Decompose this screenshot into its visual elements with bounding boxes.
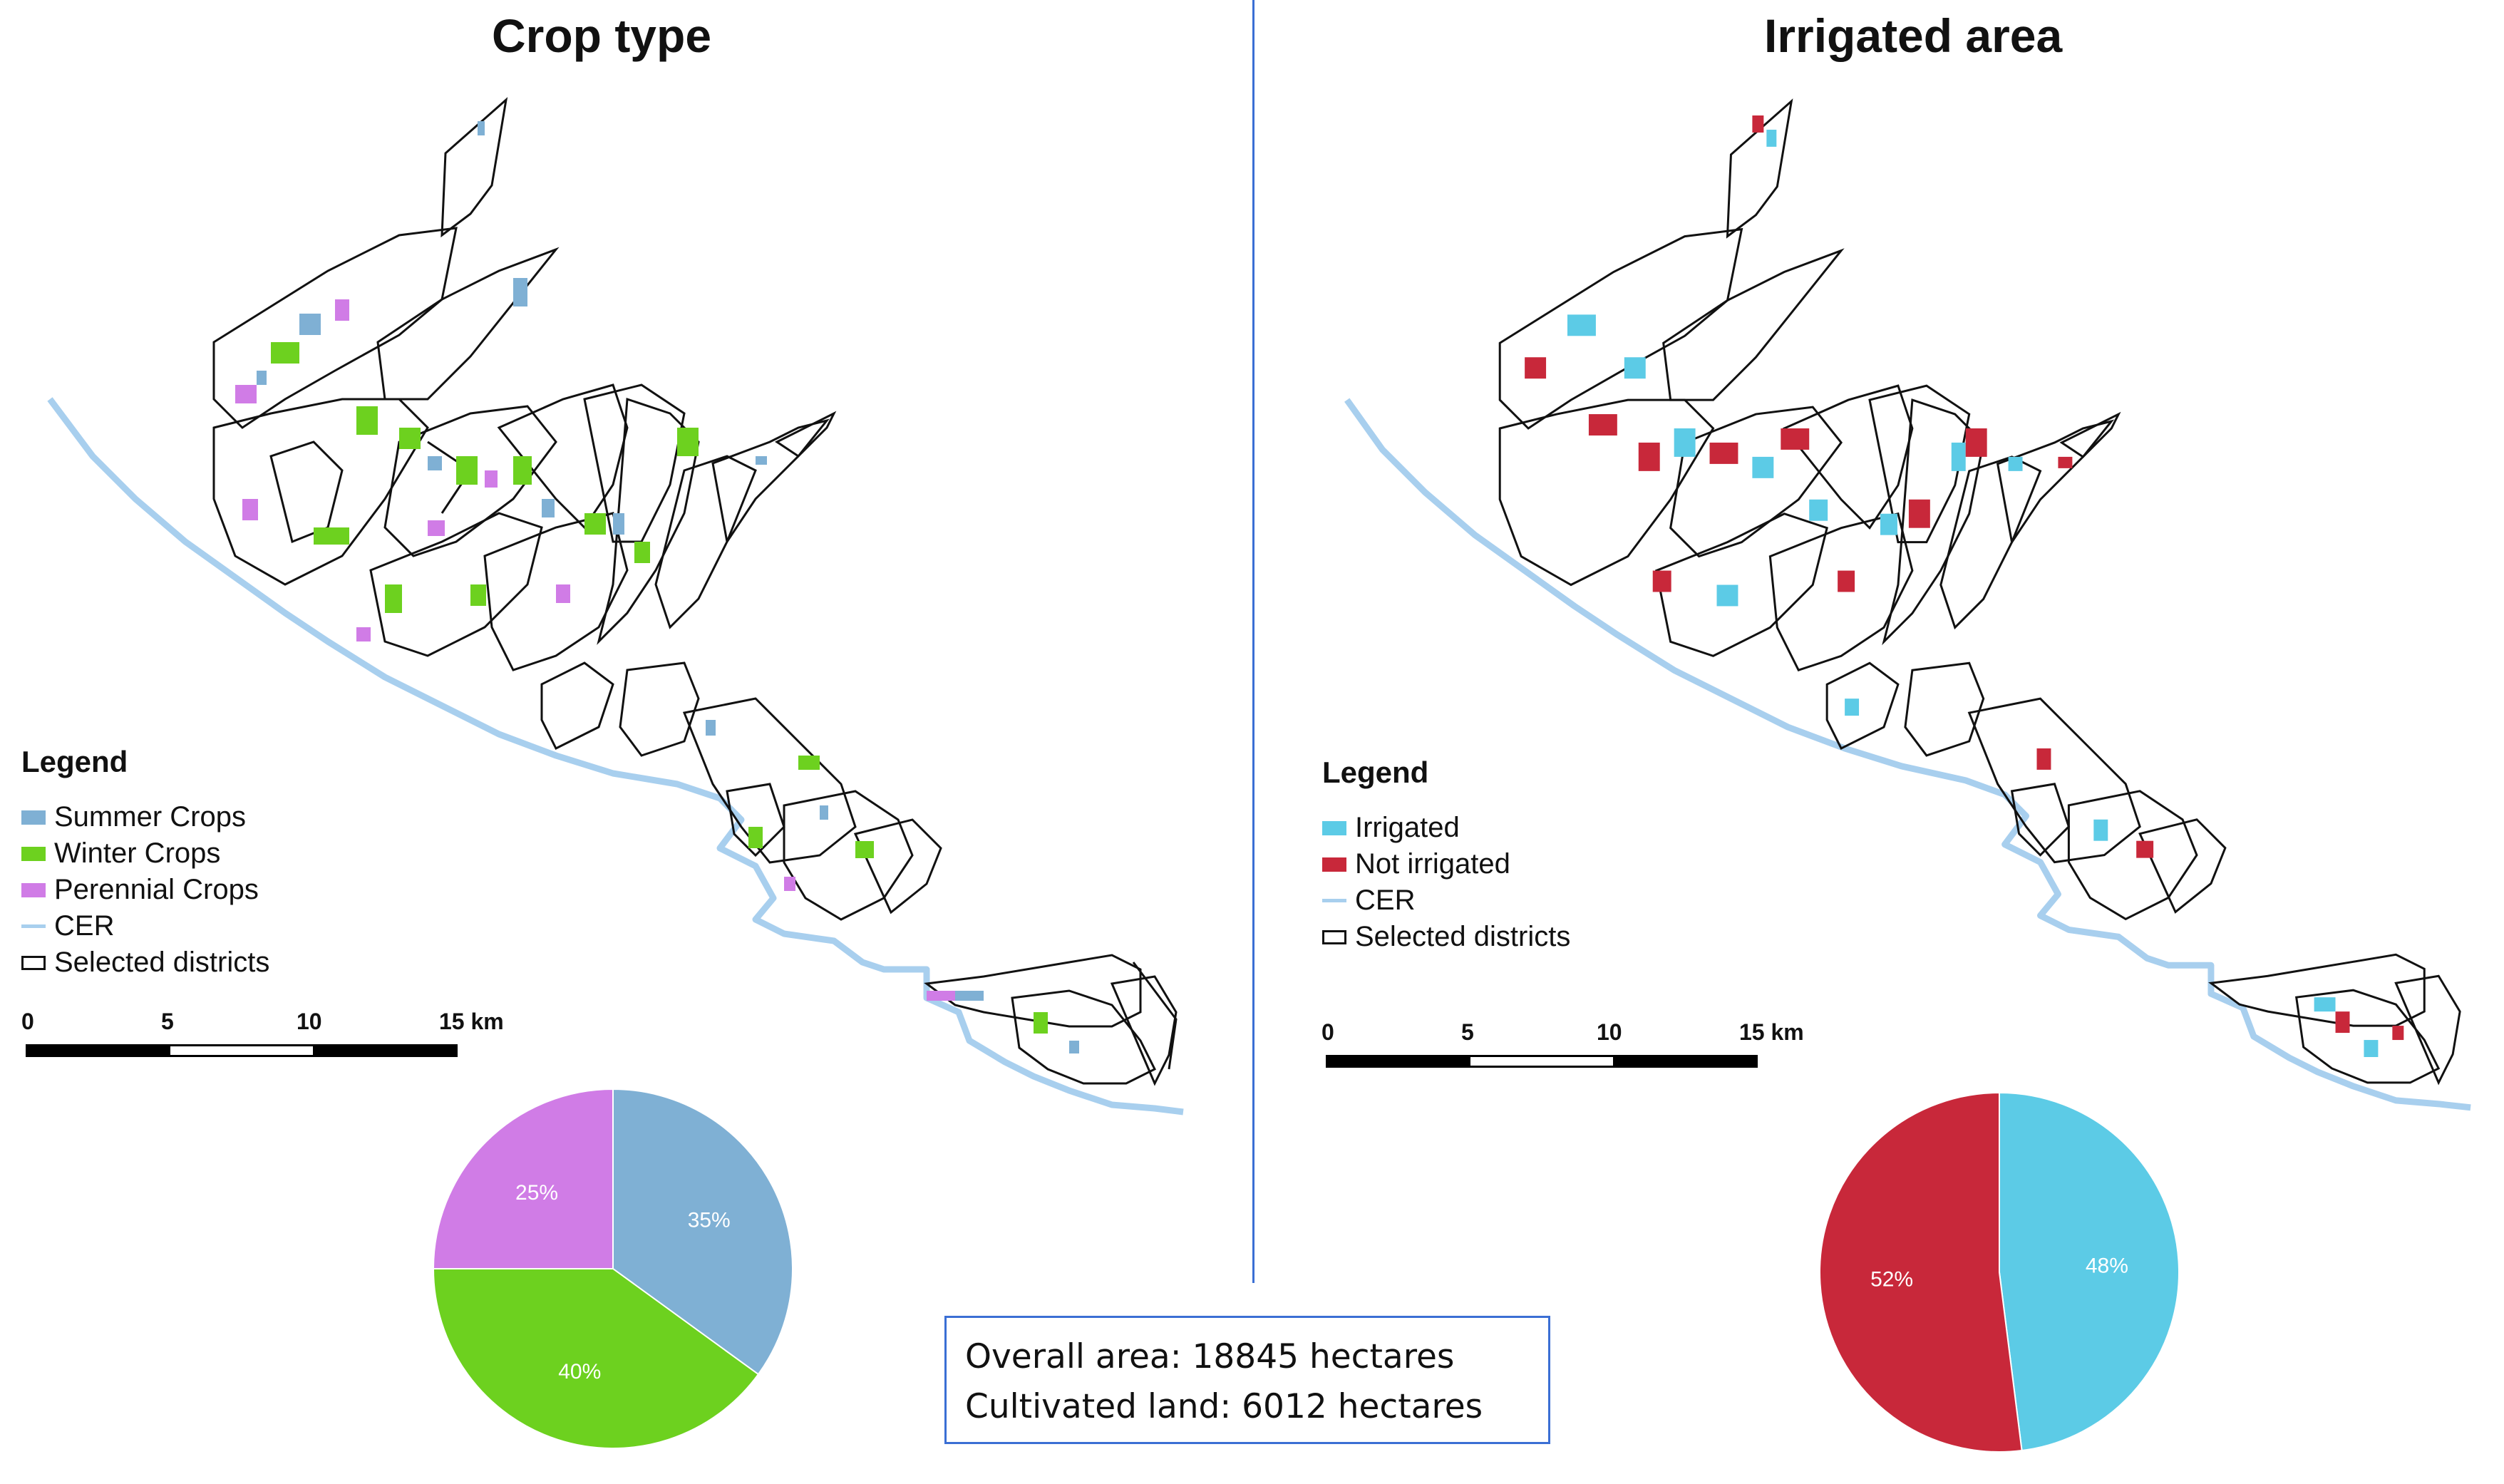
selected-districts xyxy=(1498,98,2461,1086)
scale-bar: 0 5 10 15 km xyxy=(1321,1019,1804,1068)
legend-label: Selected districts xyxy=(54,947,270,978)
legend-item-not-irrigated: Not irrigated xyxy=(1322,846,1570,882)
crop-type-legend: Legend Summer Crops Winter Crops Perenni… xyxy=(21,745,269,981)
legend-item-summer-crops: Summer Crops xyxy=(21,799,269,835)
pie-slice-label: 48% xyxy=(2086,1254,2128,1278)
legend-label: Summer Crops xyxy=(54,801,246,833)
legend-title: Legend xyxy=(1322,756,1429,789)
legend-label: CER xyxy=(1355,885,1416,916)
legend-label: CER xyxy=(54,910,115,942)
area-summary-box: Overall area: 18845 hectares Cultivated … xyxy=(944,1316,1550,1444)
cer-line-swatch xyxy=(1322,899,1346,902)
district-outline-swatch xyxy=(21,955,46,970)
irrigated-area-map xyxy=(1344,98,2471,1111)
irrigated-parcels xyxy=(1567,129,2379,1057)
irrigation-pie-chart: 48% 52% xyxy=(1819,1091,2180,1453)
legend-title: Legend xyxy=(21,745,128,778)
scale-tick-label: 5 xyxy=(1461,1019,1474,1045)
pie-slice xyxy=(1999,1091,2180,1452)
pie-slice xyxy=(1819,1091,2023,1453)
cer-line-swatch xyxy=(21,924,46,928)
pie-slice-label: 52% xyxy=(1870,1267,1913,1291)
overall-area-text: Overall area: 18845 hectares xyxy=(965,1337,1455,1376)
not-irrigated-swatch xyxy=(1322,857,1346,872)
legend-label: Irrigated xyxy=(1355,812,1460,843)
legend-item-cer: CER xyxy=(21,908,269,944)
scale-tick-label: 5 xyxy=(161,1009,174,1034)
pie-slice xyxy=(432,1088,614,1269)
legend-item-perennial-crops: Perennial Crops xyxy=(21,872,269,908)
legend-item-cer: CER xyxy=(1322,882,1570,919)
district-outline-swatch xyxy=(1322,929,1346,944)
winter-crops-parcels xyxy=(271,342,1048,1034)
summer-crops-swatch xyxy=(21,810,46,825)
irrigated-area-legend: Legend Irrigated Not irrigated CER Selec… xyxy=(1322,756,1570,955)
cer-canal-line xyxy=(47,397,1184,1115)
scale-tick-label: 15 km xyxy=(1739,1019,1804,1045)
scale-bar: 0 5 10 15 km xyxy=(21,1009,504,1057)
scale-bar-segments xyxy=(1326,1055,1758,1068)
not-irrigated-parcels xyxy=(1525,115,2404,1041)
summer-crops-parcels xyxy=(257,121,1079,1053)
crop-type-title: Crop type xyxy=(492,9,712,62)
scale-bar-segments xyxy=(26,1044,458,1057)
cultivated-land-text: Cultivated land: 6012 hectares xyxy=(965,1387,1483,1426)
scale-tick-label: 0 xyxy=(21,1009,34,1034)
winter-crops-swatch xyxy=(21,846,46,861)
legend-label: Selected districts xyxy=(1355,921,1571,952)
pie-slice xyxy=(432,1268,760,1449)
scale-tick-label: 10 xyxy=(1597,1019,1622,1045)
legend-item-selected-districts: Selected districts xyxy=(21,944,269,981)
perennial-crops-swatch xyxy=(21,882,46,897)
irrigated-area-title: Irrigated area xyxy=(1764,9,2063,62)
scale-tick-label: 0 xyxy=(1321,1019,1334,1045)
legend-item-winter-crops: Winter Crops xyxy=(21,835,269,872)
legend-label: Perennial Crops xyxy=(54,874,259,905)
pie-slice xyxy=(612,1088,793,1376)
selected-districts xyxy=(212,97,1178,1086)
legend-item-selected-districts: Selected districts xyxy=(1322,919,1570,955)
scale-tick-label: 15 km xyxy=(439,1009,504,1034)
pie-slice-label: 25% xyxy=(515,1181,558,1205)
irrigated-swatch xyxy=(1322,820,1346,835)
pie-slice-label: 35% xyxy=(688,1208,731,1232)
crop-type-map xyxy=(47,97,1184,1115)
legend-label: Not irrigated xyxy=(1355,848,1510,880)
legend-label: Winter Crops xyxy=(54,838,221,869)
panel-divider xyxy=(1252,0,1254,1283)
cer-canal-line xyxy=(1344,398,2471,1111)
pie-slice-label: 40% xyxy=(558,1360,601,1383)
crop-type-pie-chart: 35% 40% 25% xyxy=(432,1088,793,1449)
scale-tick-label: 10 xyxy=(297,1009,322,1034)
legend-item-irrigated: Irrigated xyxy=(1322,810,1570,846)
perennial-crops-parcels xyxy=(235,299,955,1001)
